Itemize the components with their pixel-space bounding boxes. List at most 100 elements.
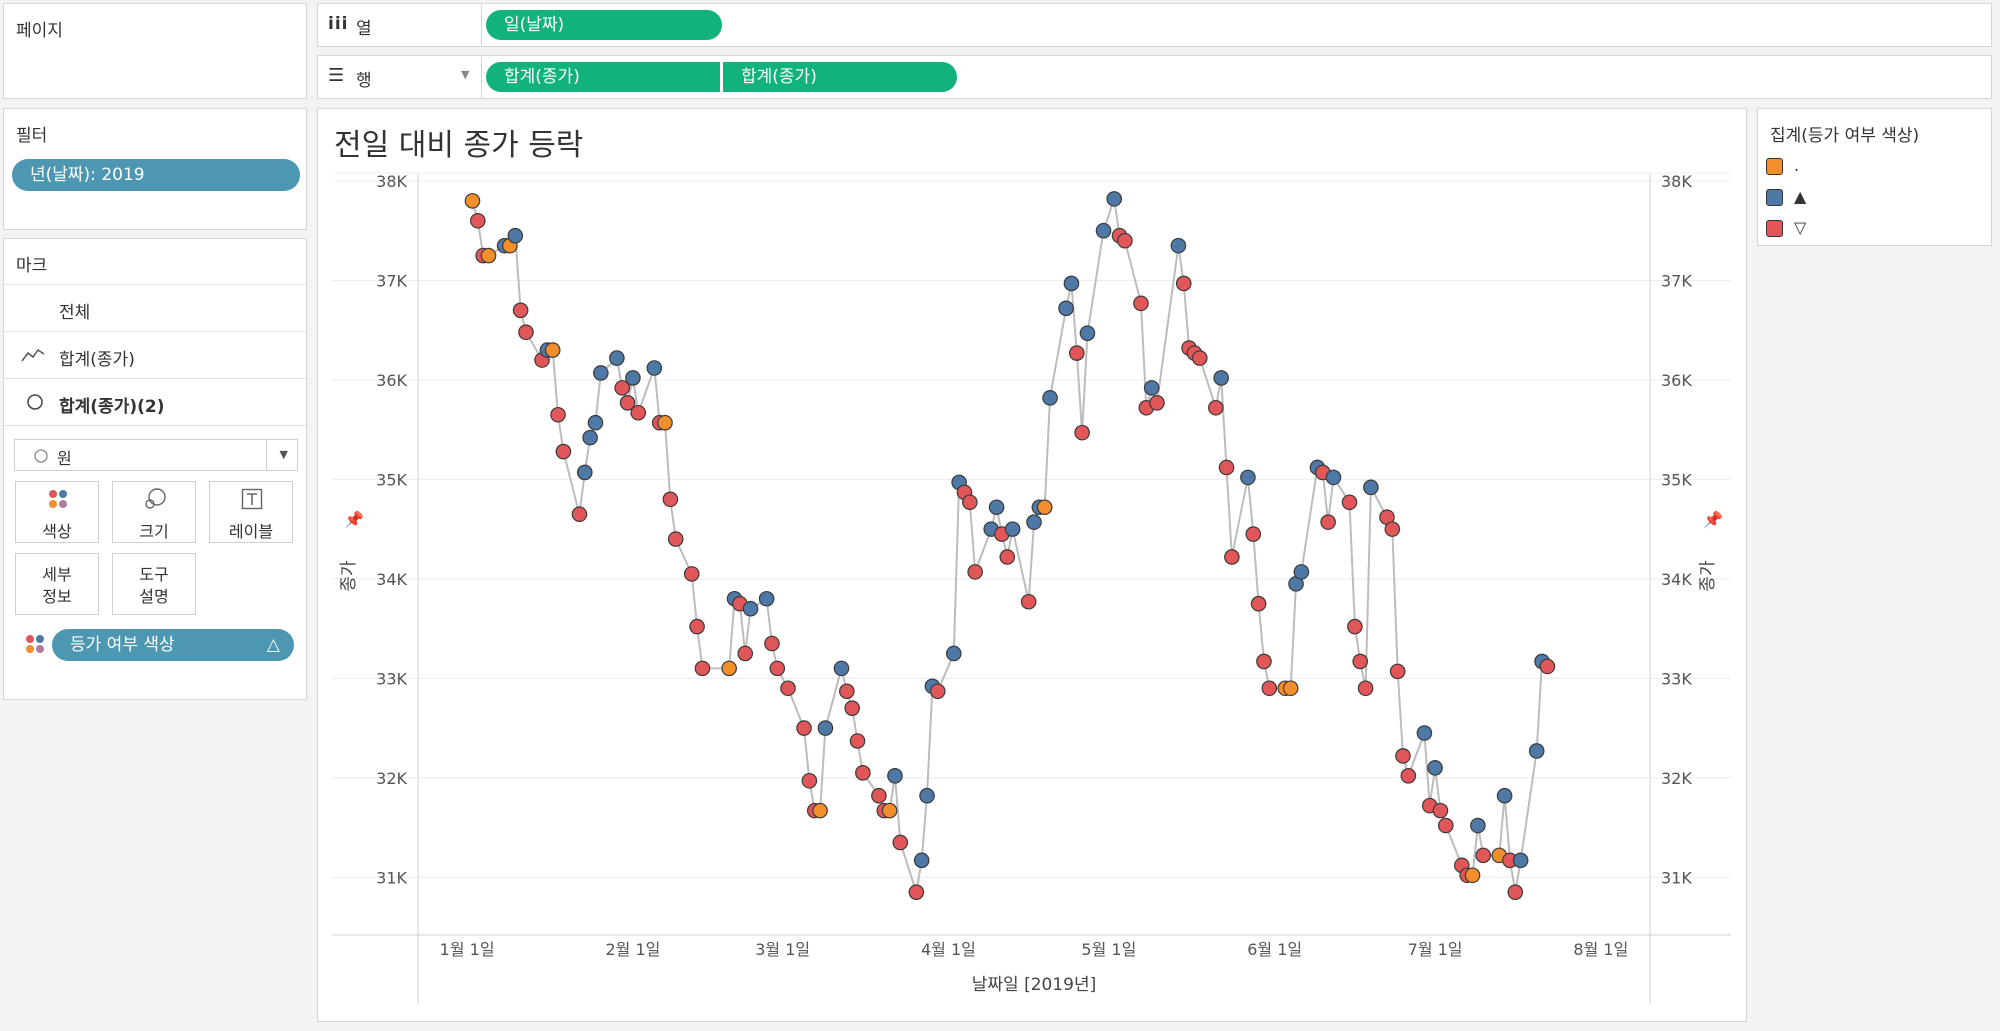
x-tick-label: 3월 1일 [755,940,810,959]
size-button-label: 크기 [139,522,169,541]
columns-shelf[interactable]: iii 열 일(날짜) [317,3,1992,47]
x-tick-label: 1월 1일 [440,940,495,959]
x-tick-label: 8월 1일 [1573,940,1628,959]
columns-icon: iii [328,14,349,34]
chart-svg[interactable]: 전일 대비 종가 등락 31K 31K 32K 32K 33K 33K 34K 34K 35K 3… [318,109,1746,1021]
data-point [550,406,566,423]
columns-pill-date[interactable]: 일(날짜) [486,10,722,40]
data-point [1175,275,1192,292]
legend-item[interactable]: ▽ [1758,215,1991,243]
marks-close-row[interactable]: 합계(종가) [4,332,308,379]
color-field-pill[interactable]: 등가 여부 색상 △ [52,629,294,661]
legend-panel[interactable]: 집계(등가 여부 색상) . ▲ ▽ [1757,108,1992,246]
data-point [1020,593,1037,610]
data-point [609,350,625,366]
rows-dropdown-icon[interactable]: ▼ [461,68,470,81]
x-tick-label: 4월 1일 [921,940,976,959]
marks-close2-row[interactable]: 합계(종가)(2) [4,379,308,426]
y-tick-label-left: 37K [376,271,407,290]
data-point [1347,618,1363,635]
color-field-icon [26,635,44,653]
data-point [1004,521,1021,537]
mark-type-circle-icon [34,449,48,463]
data-point [683,566,700,582]
marks-panel-title: 마크 [16,256,48,276]
close-price-line [471,198,1549,893]
data-point [1320,514,1336,530]
marks-all-row[interactable]: 전체 [4,285,308,332]
data-point [1352,653,1369,670]
data-point [593,365,609,381]
data-point [1218,459,1235,476]
chart-title: 전일 대비 종가 등락 [334,128,583,163]
data-point [817,720,834,736]
legend-item[interactable]: . [1758,153,1991,181]
line-mark-icon [21,348,45,362]
rows-shelf-label: 행 [356,71,372,91]
data-point [1496,787,1513,804]
data-point [1245,526,1262,542]
data-point [999,549,1016,565]
mark-type-label: 원 [57,449,72,468]
data-point [1170,237,1187,254]
data-point [1400,768,1417,784]
data-point [764,635,780,652]
data-point [1079,325,1096,341]
data-point [758,590,775,607]
data-point [721,660,737,677]
size-icon [145,488,166,509]
data-point [667,531,684,547]
marks-close2-label: 합계(종가)(2) [59,397,165,417]
data-point [887,768,903,784]
tooltip-button[interactable]: 도구 설명 [112,553,196,615]
marks-panel[interactable]: 마크 전체 합계(종가) 합계(종가)(2) 원 ▼ 색상 크기 [3,238,308,700]
data-point [694,660,711,677]
detail-button[interactable]: 세부 정보 [15,553,99,615]
x-tick-label: 6월 1일 [1247,940,1302,959]
legend-item[interactable]: ▲ [1758,184,1991,212]
y-tick-label-right: 37K [1661,271,1692,290]
data-point [737,645,754,662]
y-axis-title-left: 종가 [339,560,359,592]
y-tick-label-right: 35K [1661,470,1692,489]
marks-all-label: 전체 [59,303,91,323]
data-point [769,660,786,677]
data-point [1213,370,1229,386]
y-tick-label-right: 33K [1661,669,1692,688]
pages-panel[interactable]: 페이지 [3,3,307,99]
data-point [833,660,850,677]
data-point [1293,564,1310,580]
data-point [657,414,673,431]
data-point [1106,191,1123,207]
chart-panel[interactable]: 전일 대비 종가 등락 31K 31K 32K 32K 33K 33K 34K 34K 35K 3… [317,108,1747,1022]
rows-pill-close-1[interactable]: 합계(종가) [486,62,720,92]
filters-panel[interactable]: 필터 년(날짜): 2019 [3,108,307,230]
y-tick-label-right: 32K [1661,769,1692,788]
data-point [780,680,796,697]
data-point [1528,743,1545,759]
data-point [555,443,572,460]
color-dots-icon [49,490,67,508]
data-point [1357,680,1374,697]
color-button[interactable]: 색상 [15,481,99,543]
legend-label: ▲ [1794,187,1807,206]
data-point [988,499,1005,516]
x-tick-label: 7월 1일 [1408,940,1463,959]
y-tick-label-left: 38K [376,172,407,191]
label-button[interactable]: 레이블 [209,481,293,543]
rows-shelf[interactable]: ☰ 행 ▼ 합계(종가) 합계(종가) [317,55,1992,99]
data-point [1470,817,1486,834]
size-button[interactable]: 크기 [112,481,196,543]
data-point [962,494,978,511]
legend-swatch [1766,158,1783,175]
data-point [1512,852,1529,869]
data-point [1058,300,1074,317]
filter-pill-year[interactable]: 년(날짜): 2019 [12,159,300,191]
data-point [892,834,909,851]
tooltip-button-label: 도구 설명 [139,565,169,606]
rows-pill-close-2[interactable]: 합계(종가) [723,62,957,92]
mark-type-dropdown[interactable]: 원 ▼ [14,439,298,471]
data-point [1341,494,1358,511]
data-point [796,720,812,736]
data-point [1261,680,1278,697]
